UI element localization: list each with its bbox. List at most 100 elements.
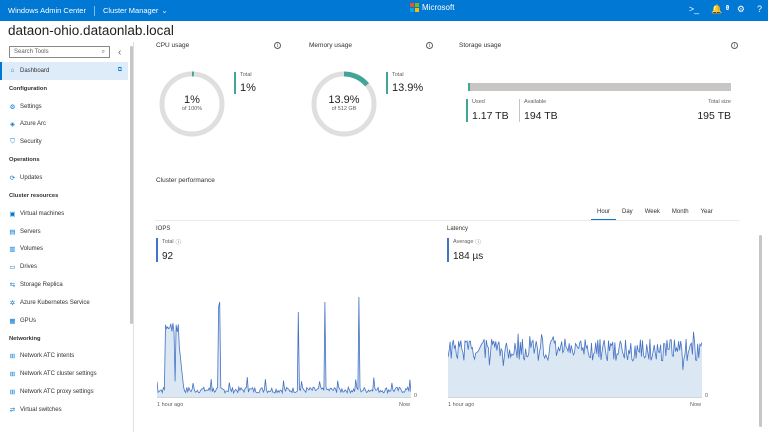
search-input[interactable]: Search Tools ⌕ (9, 46, 110, 58)
tab-day[interactable]: Day (622, 209, 633, 215)
sidebar-item-network-atc-proxy-settings[interactable]: ⊞ Network ATC proxy settings (0, 383, 128, 401)
iops-metric-value: 92 (162, 251, 174, 262)
iops-chart (157, 296, 411, 398)
search-icon: ⌕ (101, 48, 105, 55)
tab-month[interactable]: Month (671, 209, 689, 215)
storage-usage-bar (468, 83, 731, 91)
iops-metric: Total ⓘ 92 (156, 238, 181, 262)
sidebar-item-label: Network ATC proxy settings (20, 389, 94, 396)
open-external-icon[interactable]: ⧉ (117, 67, 122, 74)
notification-count: 1 (726, 5, 729, 10)
sidebar-item-label: Azure Arc (20, 121, 47, 128)
cpu-total: Total 1% (234, 72, 256, 94)
memory-total: Total 13.9% (386, 72, 423, 94)
collapse-sidebar-icon[interactable]: ‹ (118, 46, 122, 58)
tab-week[interactable]: Week (644, 209, 660, 215)
tool-title: Cluster Manager (102, 6, 159, 15)
top-bar-icons: >_ 🔔 1 ⚙ ? (689, 4, 762, 15)
main-scrollbar[interactable] (759, 235, 762, 427)
memory-center: 13.9% of 512 GB (310, 94, 378, 112)
sidebar-item-gpus[interactable]: ▦ GPUs (0, 312, 128, 330)
gear-icon: ⚙ (9, 103, 16, 111)
tabs-divider (155, 220, 740, 221)
sidebar-item-volumes[interactable]: ▥ Volumes (0, 241, 128, 259)
help-icon[interactable]: ? (756, 4, 762, 14)
nav-section-header: Networking (9, 335, 41, 342)
iops-x-end: Now (399, 402, 411, 408)
network-icon: ⊞ (9, 389, 16, 397)
sidebar-item-storage-replica[interactable]: ⇆ Storage Replica (0, 276, 128, 294)
console-icon[interactable]: >_ (688, 4, 700, 14)
sidebar-item-virtual-switches[interactable]: ⇄ Virtual switches (0, 401, 128, 419)
tool-switcher[interactable]: Cluster Manager ⌄ (95, 6, 176, 15)
sidebar-item-label: Servers (20, 228, 41, 235)
shield-icon: ⛉ (10, 138, 15, 146)
sidebar-item-label: Virtual switches (20, 406, 62, 413)
app-title[interactable]: Windows Admin Center (0, 5, 95, 16)
gpu-icon: ▦ (9, 317, 16, 325)
cluster-title: dataon-ohio.dataonlab.local (8, 23, 174, 38)
performance-title: Cluster performance (156, 177, 215, 184)
cpu-center-sub: of 100% (181, 106, 203, 112)
home-icon: ⌂ (10, 67, 15, 75)
nav-section-header: Operations (9, 157, 40, 164)
cpu-card-title: CPU usage (156, 42, 190, 49)
brand: Microsoft (410, 3, 454, 12)
azure-arc-icon: ◈ (10, 121, 15, 129)
sidebar-item-label: Virtual machines (20, 210, 65, 217)
tab-year[interactable]: Year (700, 209, 713, 215)
iops-info-icon[interactable]: ⓘ (175, 240, 182, 246)
sidebar-scrollbar[interactable] (130, 46, 133, 324)
search-placeholder: Search Tools (14, 49, 49, 55)
storage-used-value: 1.17 TB (472, 110, 509, 122)
sidebar-item-label: Volumes (20, 246, 44, 253)
memory-info-icon[interactable]: i (426, 42, 433, 49)
memory-total-value: 13.9% (392, 82, 424, 94)
sidebar-item-label: Updates (20, 175, 43, 182)
network-icon: ⊞ (9, 371, 16, 379)
search-row: Search Tools ⌕ ‹ (9, 46, 121, 58)
sidebar-item-network-atc-intents[interactable]: ⊞ Network ATC intents (0, 348, 128, 366)
sidebar-item-azure-kubernetes-service[interactable]: ✲ Azure Kubernetes Service (0, 294, 128, 312)
settings-icon[interactable]: ⚙ (736, 4, 745, 14)
cpu-total-label: Total (240, 72, 252, 78)
latency-metric: Average ⓘ 184 µs (447, 238, 483, 262)
latency-metric-label: Average (453, 239, 474, 245)
memory-center-value: 13.9% (328, 94, 360, 106)
sidebar-item-dashboard[interactable]: ⌂ Dashboard ⧉ (0, 62, 128, 80)
sidebar-item-label: GPUs (20, 317, 37, 324)
sidebar-item-network-atc-cluster-settings[interactable]: ⊞ Network ATC cluster settings (0, 365, 128, 383)
latency-x-end: Now (690, 402, 702, 408)
cpu-gauge-arc (159, 71, 225, 137)
sidebar-item-label: Network ATC cluster settings (20, 371, 97, 378)
sidebar-item-label: Dashboard (20, 67, 50, 74)
sidebar-item-settings[interactable]: ⚙ Settings (0, 98, 128, 116)
vm-icon: ▣ (9, 210, 16, 218)
storage-total: Total size 195 TB (691, 99, 731, 122)
sidebar-item-drives[interactable]: ▭ Drives (0, 258, 128, 276)
storage-used-fill (468, 83, 470, 91)
storage-total-label: Total size (708, 99, 731, 105)
latency-info-icon[interactable]: ⓘ (475, 240, 481, 246)
cpu-info-icon[interactable]: i (274, 42, 281, 49)
switch-icon: ⇄ (9, 406, 16, 414)
memory-center-sub: of 512 GB (331, 106, 357, 112)
updates-icon: ⟳ (9, 175, 16, 183)
kubernetes-icon: ✲ (9, 299, 16, 307)
sidebar-item-security[interactable]: ⛉ Security (0, 133, 128, 151)
notifications-icon[interactable]: 🔔 1 (711, 4, 729, 14)
memory-gauge-arc (311, 71, 377, 137)
sidebar-item-label: Azure Kubernetes Service (20, 299, 90, 306)
chevron-down-icon: ⌄ (161, 6, 168, 15)
nav-section-header: Cluster resources (9, 192, 59, 199)
sidebar-item-label: Drives (20, 264, 38, 271)
memory-card-title: Memory usage (309, 42, 352, 49)
drive-icon: ▭ (9, 264, 16, 272)
sidebar-item-updates[interactable]: ⟳ Updates (0, 169, 128, 187)
sidebar-item-azure-arc[interactable]: ◈ Azure Arc (0, 116, 128, 134)
memory-gauge (311, 71, 377, 137)
sidebar-item-virtual-machines[interactable]: ▣ Virtual machines (0, 205, 128, 223)
storage-total-value: 195 TB (697, 110, 731, 122)
sidebar-item-servers[interactable]: ▤ Servers (0, 223, 128, 241)
storage-info-icon[interactable]: i (731, 42, 738, 49)
